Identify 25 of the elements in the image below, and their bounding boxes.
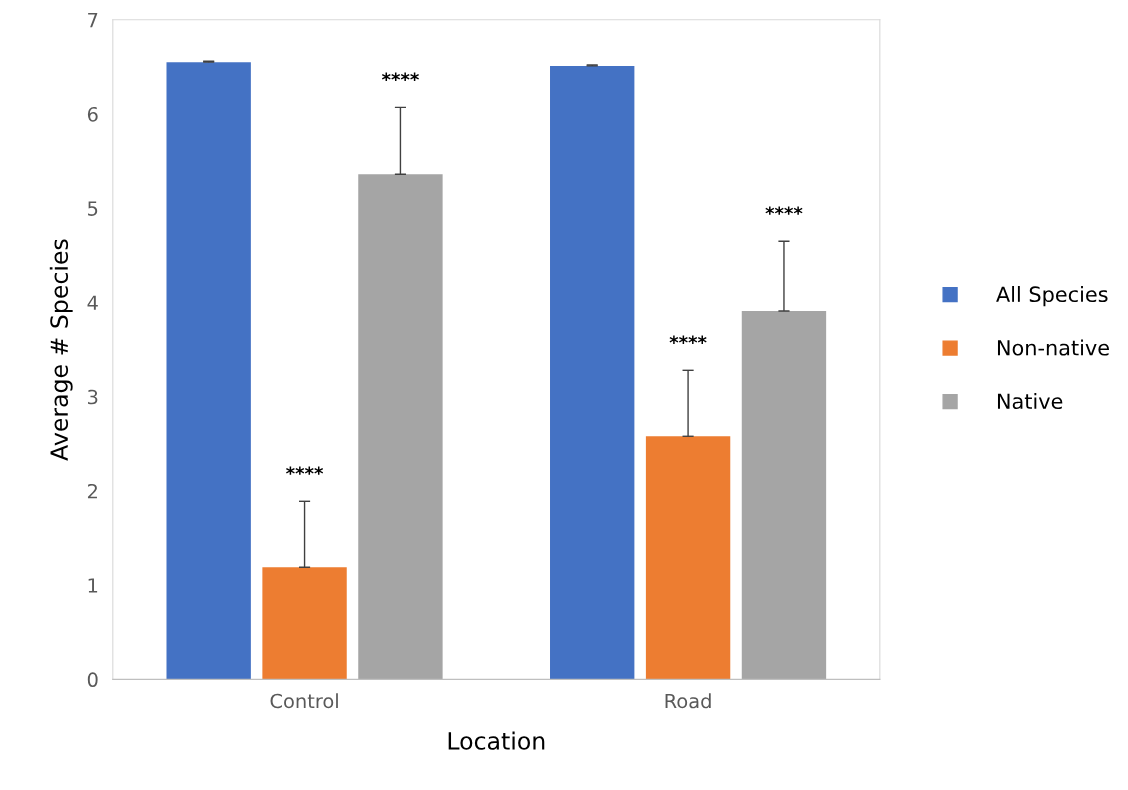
y-tick-label: 4 (87, 295, 98, 310)
bar (741, 310, 827, 680)
legend-label: All Species (996, 286, 1108, 307)
legend-label: Non-native (997, 339, 1109, 356)
bar (262, 567, 347, 680)
y-tick-label: 3 (88, 389, 98, 405)
bar (166, 62, 251, 680)
y-axis-title: Average # Species (49, 239, 73, 461)
bar (358, 174, 443, 680)
annotation: **** (765, 206, 803, 215)
annotation: **** (669, 335, 707, 344)
annotation: **** (381, 72, 419, 81)
y-tick-label: 0 (87, 672, 98, 688)
y-tick-label: 5 (88, 201, 98, 216)
annotation: **** (286, 466, 324, 475)
y-tick-label: 2 (87, 483, 97, 499)
x-axis-title: Location (448, 731, 545, 750)
legend-label: Native (997, 392, 1063, 410)
y-tick-label: 1 (88, 578, 98, 593)
y-tick-label: 7 (88, 12, 98, 28)
bar (645, 436, 731, 680)
y-tick-label: 6 (87, 106, 98, 122)
x-tick-label: Control (270, 693, 338, 709)
bar (550, 65, 635, 680)
x-tick-label: Road (665, 693, 711, 709)
